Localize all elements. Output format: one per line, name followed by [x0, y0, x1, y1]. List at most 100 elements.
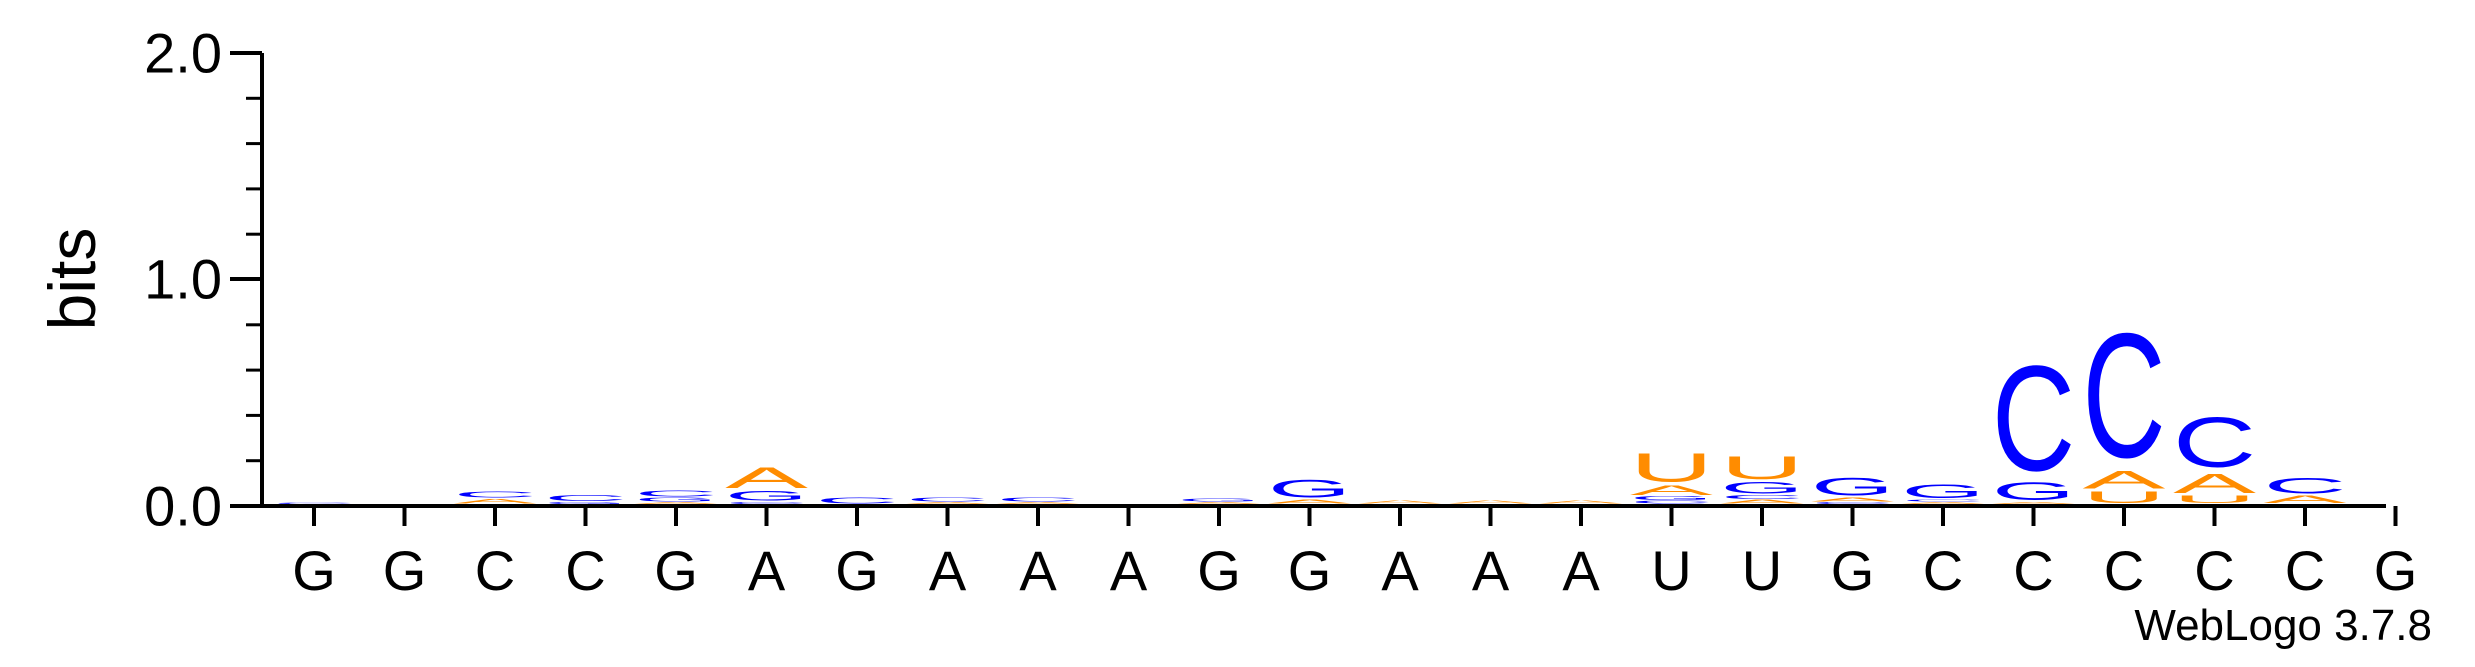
logo-letter-glyph: C	[725, 501, 808, 504]
logo-letter-glyph: G	[634, 496, 717, 502]
x-tick-label: A	[1110, 539, 1148, 602]
logo-letter-glyph: G	[725, 489, 808, 504]
x-tick-label: G	[835, 539, 879, 602]
logo-letter-C: C	[725, 501, 808, 504]
logo-letter-glyph: A	[2173, 469, 2256, 499]
logo-letter-glyph: G	[1630, 495, 1713, 501]
x-tick-label: G	[654, 539, 698, 602]
logo-letter-A: A	[2083, 466, 2166, 493]
logo-letter-G: G	[544, 501, 627, 504]
logo-letter-C: C	[453, 490, 536, 499]
logo-letter-A: A	[1178, 501, 1261, 504]
logo-letter-glyph: U	[2173, 493, 2256, 505]
logo-letter-glyph: A	[906, 501, 989, 504]
logo-letter-glyph: U	[1720, 449, 1803, 486]
logo-letter-C: C	[634, 489, 717, 498]
logo-letter-glyph: U	[2082, 488, 2165, 506]
x-tick-label: C	[475, 539, 515, 602]
x-tick-label: A	[929, 539, 967, 602]
logo-letter-glyph: A	[1992, 501, 2075, 504]
logo-letter-glyph: U	[1630, 445, 1713, 490]
logo-letter-G: G	[725, 489, 808, 504]
logo-letter-A: A	[1359, 500, 1442, 505]
x-tick-label: U	[1651, 539, 1691, 602]
logo-letter-glyph: A	[1449, 500, 1532, 505]
logo-letter-C: C	[906, 496, 989, 502]
logo-letter-G: G	[1177, 498, 1260, 503]
logo-letter-U: U	[1720, 449, 1803, 486]
logo-letter-C: C	[1901, 499, 1984, 502]
logo-letter-U: U	[2173, 493, 2256, 505]
x-tick-label: G	[1831, 539, 1875, 602]
logo-letter-C: C	[2263, 474, 2346, 499]
logo-letter-A: A	[906, 501, 989, 504]
logo-letter-G: G	[1268, 476, 1351, 503]
x-tick-label: A	[1472, 539, 1510, 602]
logo-letter-A: A	[1449, 500, 1532, 505]
logo-letter-glyph: C	[906, 496, 989, 502]
logo-letter-C: C	[272, 503, 355, 505]
logo-letter-glyph: C	[1901, 499, 1984, 502]
logo-letter-glyph: A	[635, 501, 718, 504]
logo-letter-A: A	[997, 501, 1080, 504]
logo-letter-C: C	[1720, 494, 1803, 500]
logo-letter-A: A	[1630, 483, 1713, 498]
logo-letter-A: A	[1721, 499, 1804, 505]
logo-letter-G: G	[1630, 495, 1713, 501]
x-tick-label: G	[383, 539, 427, 602]
logo-letter-glyph: A	[1902, 501, 1985, 504]
y-axis: 2.0 1.0 0.0 bits	[35, 22, 264, 538]
y-tick-label-0: 0.0	[144, 475, 222, 538]
x-tick-label: A	[1381, 539, 1419, 602]
logo-letter-glyph: C	[2263, 474, 2346, 499]
logo-letter-glyph: A	[2083, 466, 2166, 493]
logo-letter-C: C	[1630, 500, 1713, 505]
logo-letter-glyph: C	[1630, 500, 1713, 505]
logo-letter-G: G	[1901, 481, 1984, 502]
x-ticks	[312, 506, 2398, 526]
x-tick-label: G	[292, 539, 336, 602]
logo-letter-A: A	[1902, 501, 1985, 504]
logo-letter-G: G	[634, 496, 717, 502]
logo-letter-C: C	[2173, 403, 2256, 482]
logo-letter-G: G	[1992, 478, 2075, 505]
x-tick-label: C	[565, 539, 605, 602]
logo-letter-glyph: G	[544, 501, 627, 504]
logo-letter-glyph: A	[1540, 500, 1623, 505]
logo-letter-glyph: C	[1720, 494, 1803, 500]
x-tick-label: A	[748, 539, 786, 602]
logo-letter-C: C	[2082, 295, 2165, 494]
x-tick-label: A	[1562, 539, 1600, 602]
logo-letter-glyph: C	[2082, 295, 2165, 494]
logo-letter-glyph: A	[1811, 496, 1894, 502]
x-tick-label: A	[1019, 539, 1057, 602]
logo-letter-glyph: A	[725, 461, 809, 495]
x-tick-label: C	[2194, 539, 2234, 602]
logo-letter-glyph: G	[1901, 481, 1984, 502]
logo-letter-glyph: C	[2173, 403, 2256, 482]
y-tick-label-1: 1.0	[144, 248, 222, 311]
logo-letter-glyph: C	[996, 496, 1079, 502]
y-minor-ticks	[246, 51, 262, 463]
x-tick-label: G	[2374, 539, 2418, 602]
x-tick-label: C	[2013, 539, 2053, 602]
logo-letter-U: U	[2082, 488, 2165, 506]
logo-letter-A: A	[454, 497, 537, 505]
logo-letter-glyph: A	[454, 497, 537, 505]
logo-letter-glyph: G	[1268, 476, 1351, 503]
logo-letter-A: A	[635, 501, 718, 504]
x-tick-label: G	[1288, 539, 1332, 602]
weblogo-version-footer: WebLogo 3.7.8	[2134, 601, 2432, 650]
logo-letter-glyph: C	[1992, 336, 2075, 503]
logo-letter-A: A	[2264, 493, 2347, 505]
logo-letter-A: A	[1811, 496, 1894, 502]
x-tick-label: C	[2285, 539, 2325, 602]
logo-letter-glyph: C	[634, 489, 717, 498]
logo-letter-G: G	[1811, 474, 1894, 501]
x-tick-label: C	[1923, 539, 1963, 602]
logo-letter-glyph: A	[2264, 493, 2347, 505]
x-tick-label: C	[2104, 539, 2144, 602]
